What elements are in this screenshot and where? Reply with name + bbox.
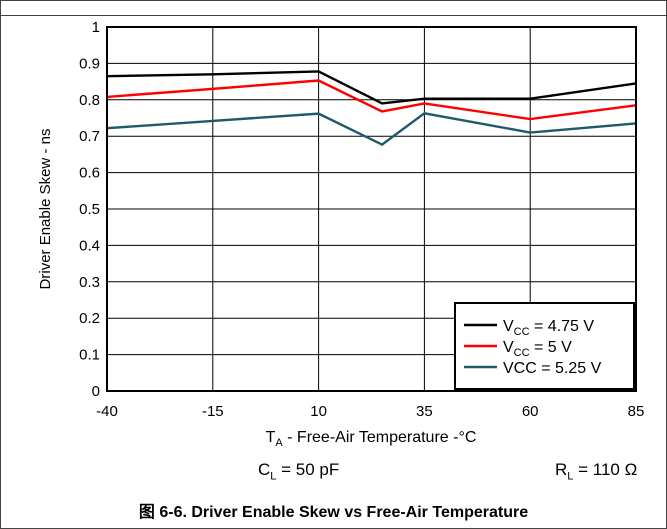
legend-entry: VCC = 4.75 V (503, 318, 594, 338)
x-tick-label: -15 (202, 403, 224, 420)
series-line (106, 70, 637, 105)
legend-entry: VCC = 5 V (503, 339, 572, 359)
figure-top-border (0, 0, 667, 16)
y-tick-label: 0.8 (79, 92, 100, 109)
legend-entry: VCC = 5.25 V (503, 360, 602, 377)
y-tick-label: 0.9 (79, 55, 100, 72)
y-tick-label: 0.5 (79, 201, 100, 218)
x-tick-label: 10 (310, 403, 327, 420)
series-lines (106, 70, 637, 146)
y-tick-label: 0.3 (79, 274, 100, 291)
series-line (106, 79, 637, 121)
x-tick-labels: -40 -15 10 35 60 85 (96, 403, 644, 420)
load-capacitance-label: CL = 50 pF (258, 460, 340, 483)
x-tick-label: -40 (96, 403, 118, 420)
x-tick-label: 85 (628, 403, 645, 420)
figure-caption: 图 6-6. Driver Enable Skew vs Free-Air Te… (138, 504, 529, 521)
load-resistance-label: RL = 110 Ω (555, 460, 638, 483)
y-tick-label: 1 (92, 19, 100, 36)
plot-border (106, 26, 637, 392)
x-tick-label: 60 (522, 403, 539, 420)
chart: 0 0.1 0.2 0.3 0.4 0.5 0.6 0.7 0.8 0.9 1 -40 -15 10 35… (37, 19, 644, 449)
y-tick-label: 0.4 (79, 237, 100, 254)
x-tick-label: 35 (416, 403, 433, 420)
y-axis-label: Driver Enable Skew - ns (37, 129, 54, 290)
y-tick-label: 0.7 (79, 128, 100, 145)
y-tick-label: 0.6 (79, 165, 100, 182)
x-axis-label: TA - Free-Air Temperature -°C (266, 429, 477, 449)
y-tick-label: 0.2 (79, 310, 100, 327)
y-tick-label: 0 (92, 383, 100, 400)
y-tick-labels: 0 0.1 0.2 0.3 0.4 0.5 0.6 0.7 0.8 0.9 1 (79, 19, 100, 400)
series-line (106, 111, 637, 146)
y-tick-label: 0.1 (79, 347, 100, 364)
